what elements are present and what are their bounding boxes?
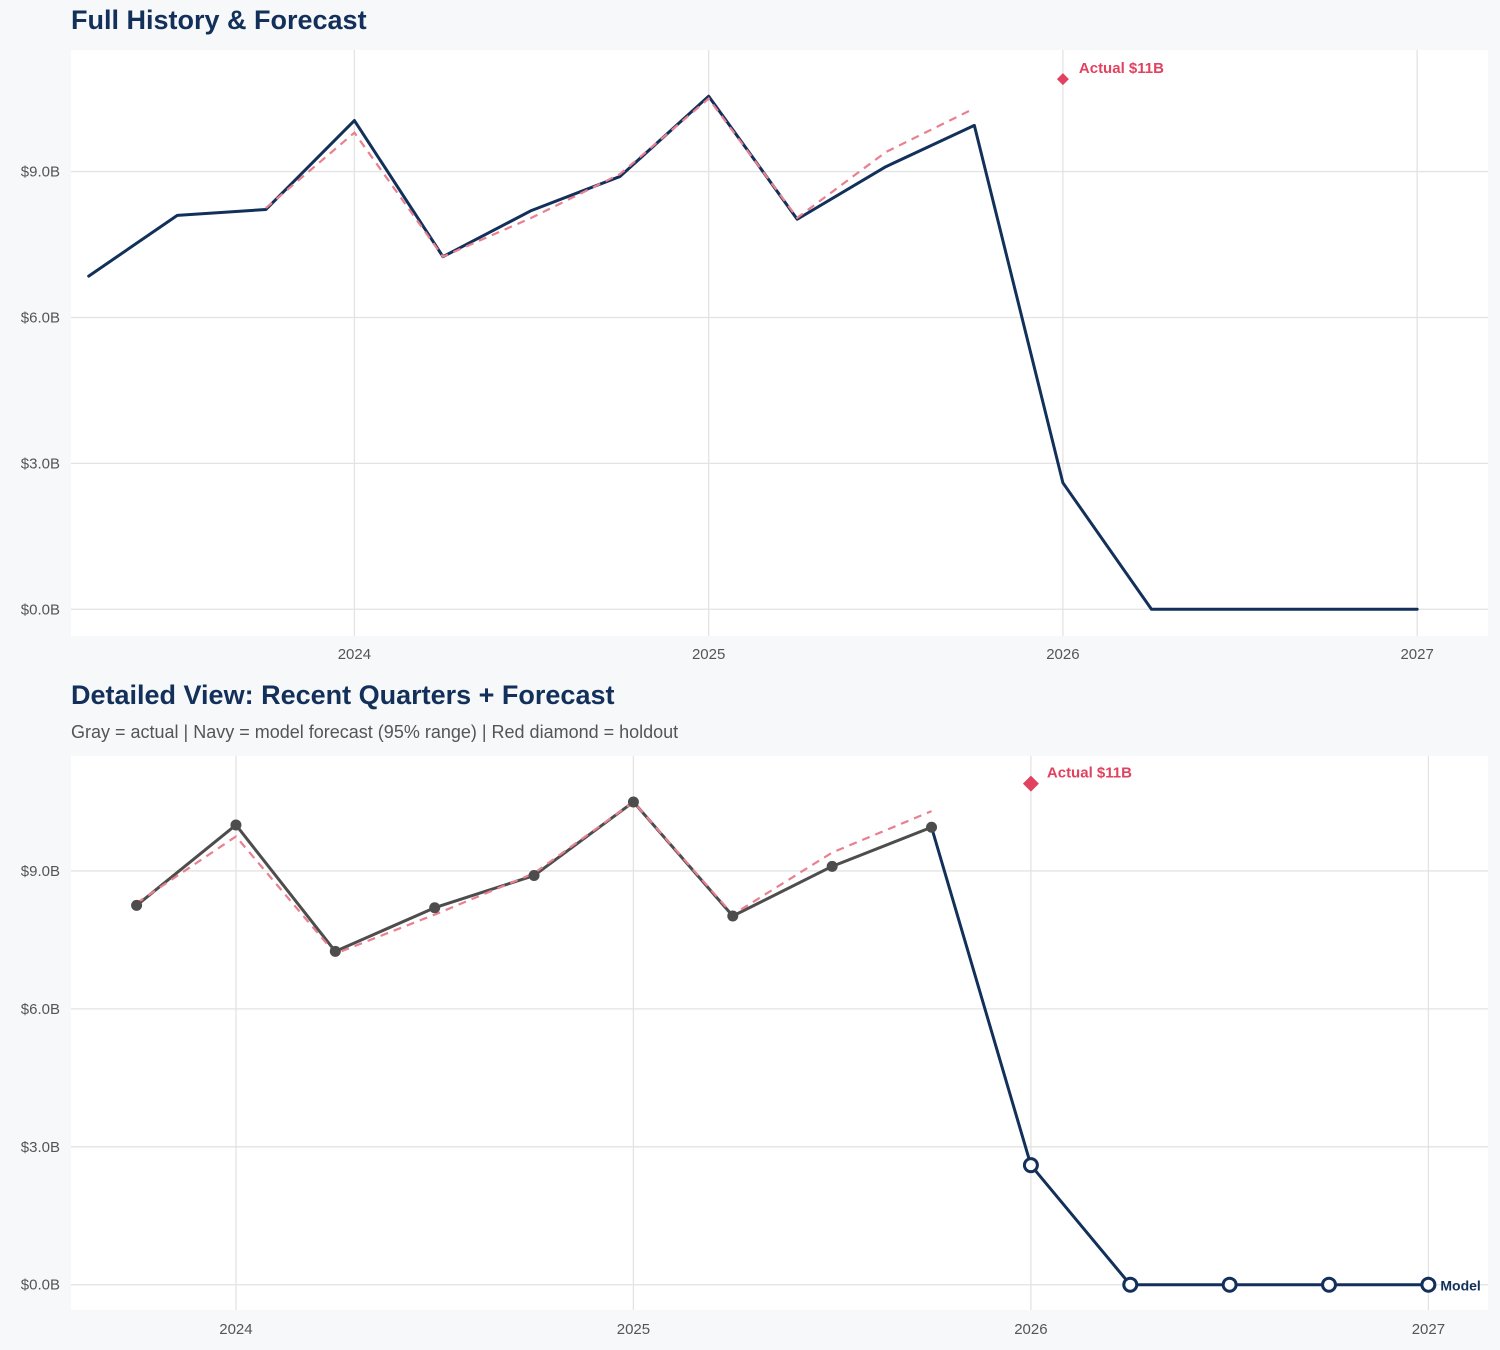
chart1-plot-panel <box>71 50 1488 636</box>
chart1-x-tick-label: 2024 <box>338 646 371 663</box>
chart1-backtest-dashed-line <box>265 97 975 259</box>
chart1-x-tick-label: 2027 <box>1400 646 1433 663</box>
chart1-y-tick-label: $9.0B <box>21 164 60 181</box>
chart2-actual-point <box>329 945 341 957</box>
chart1-svg: 2024 2025 2026 2027 $0.0B $3.0B $6.0B $9.0B Actu… <box>21 50 1488 663</box>
chart2-actual-point <box>727 910 739 922</box>
chart2-actual-point <box>826 860 838 872</box>
chart1-y-tick-label: $3.0B <box>21 455 60 472</box>
chart1-y-tick-label: $0.0B <box>21 601 60 618</box>
chart2-forecast-point <box>1420 1276 1437 1293</box>
chart1-x-tick-label: 2026 <box>1046 646 1079 663</box>
chart2-holdout-label: Actual $11B <box>1047 765 1132 782</box>
chart2-x-tick-label: 2024 <box>219 1321 252 1338</box>
chart2-actual-point <box>627 796 639 808</box>
chart2-actual-point <box>528 870 540 882</box>
chart2-plot-panel <box>71 756 1488 1310</box>
chart2-forecast-point <box>1321 1276 1338 1293</box>
chart2-holdout-diamond <box>1022 775 1039 792</box>
chart2-y-tick-label: $0.0B <box>21 1277 60 1294</box>
chart2-forecast-point <box>1122 1276 1139 1293</box>
chart2-x-tick-label: 2025 <box>617 1321 650 1338</box>
chart2-actual-point <box>429 902 441 914</box>
chart1-x-tick-label: 2025 <box>692 646 725 663</box>
chart2-forecast-line <box>930 825 1430 1287</box>
chart1-holdout-label: Actual $11B <box>1079 60 1164 77</box>
chart2-x-tick-label: 2027 <box>1412 1321 1445 1338</box>
chart1-title: Full History & Forecast <box>71 5 367 35</box>
chart2-y-tick-label: $3.0B <box>21 1139 60 1156</box>
chart2-y-tick-label: $9.0B <box>21 863 60 880</box>
chart2-forecast-point <box>1022 1157 1039 1174</box>
chart1-y-tick-label: $6.0B <box>21 309 60 326</box>
chart2-actual-point <box>131 899 143 911</box>
chart2-model-end-label: Model <box>1440 1278 1480 1294</box>
chart2-y-tick-label: $6.0B <box>21 1001 60 1018</box>
chart1-holdout-diamond <box>1056 73 1069 86</box>
chart2-forecast-point <box>1221 1276 1238 1293</box>
chart2-actual-point <box>926 821 938 833</box>
chart1-forecast-line <box>87 94 1419 611</box>
chart2-title: Detailed View: Recent Quarters + Forecas… <box>71 680 615 710</box>
chart2-x-tick-label: 2026 <box>1014 1321 1047 1338</box>
chart2-actual-point <box>230 819 242 831</box>
chart2-subtitle: Gray = actual | Navy = model forecast (9… <box>71 722 679 742</box>
chart2-backtest-dashed-line <box>135 800 932 956</box>
